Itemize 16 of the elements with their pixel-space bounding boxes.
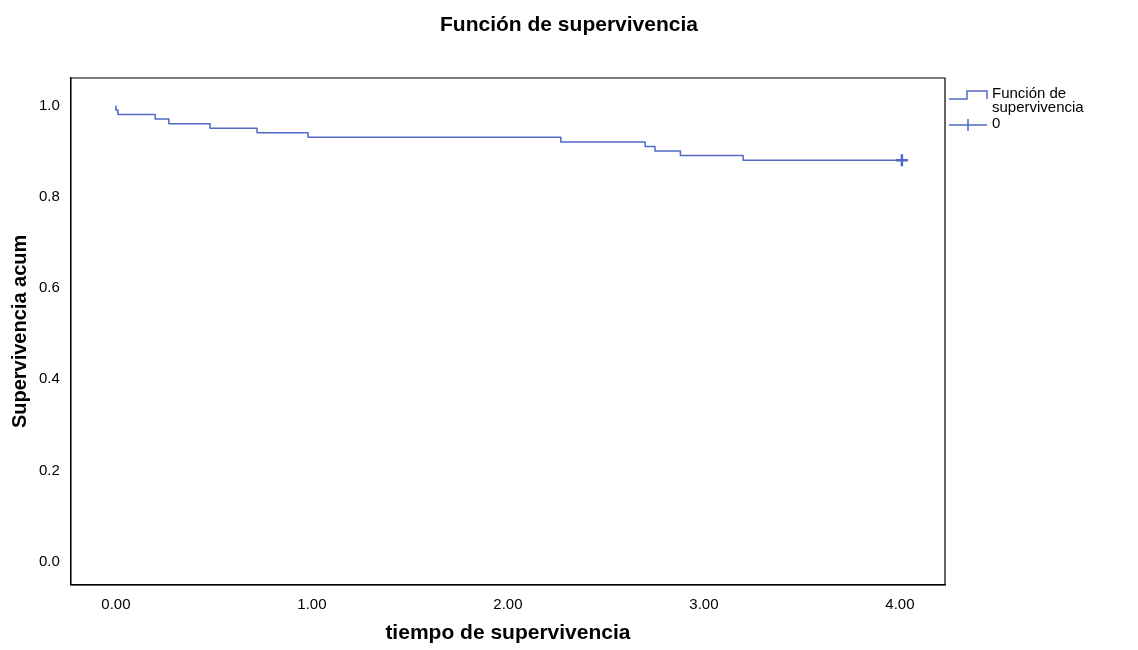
x-tick-label: 3.00 — [689, 594, 719, 612]
x-tick-label: 2.00 — [493, 594, 523, 612]
y-tick-label: 0.0 — [38, 552, 60, 570]
x-axis-title: tiempo de supervivencia — [385, 620, 631, 644]
chart-title: Función de supervivencia — [439, 12, 699, 36]
legend-label: Función de supervivencia — [992, 84, 1085, 115]
x-tick-label: 1.00 — [297, 594, 327, 612]
y-tick-label: 0.2 — [38, 460, 60, 478]
y-tick-label: 1.0 — [38, 95, 60, 113]
y-tick-label: 0.8 — [38, 186, 60, 204]
x-tick-label: 4.00 — [885, 594, 915, 612]
y-tick-label: 0.6 — [38, 278, 60, 296]
x-tick-label: 0.00 — [101, 594, 131, 612]
y-axis-title: Supervivencia acum — [7, 234, 30, 429]
y-tick-label: 0.4 — [38, 369, 60, 387]
legend-label: 0 — [992, 114, 1001, 131]
